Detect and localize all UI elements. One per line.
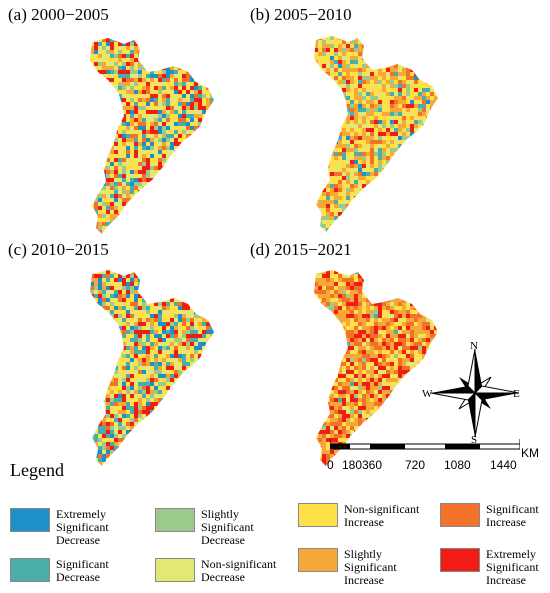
map-b-svg <box>314 36 438 232</box>
legend-swatch <box>155 558 195 582</box>
legend-swatch <box>10 558 50 582</box>
legend-label: Significant Increase <box>486 502 539 529</box>
panel-d-title: (d) 2015−2021 <box>250 240 352 259</box>
scale-tick-180: 180 <box>342 458 363 472</box>
scale-tick-0: 0 <box>327 458 334 472</box>
legend-label: Significant Decrease <box>56 557 109 584</box>
map-raster-cells <box>90 270 214 466</box>
scale-tick-360: 360 <box>362 458 383 472</box>
legend-label: Non-significant Increase <box>344 502 420 529</box>
legend-label: Slightly Significant Increase <box>344 547 397 587</box>
map-panel-a <box>78 30 223 235</box>
legend-item-slightly-significant-decrease: Slightly Significant Decrease <box>155 508 254 547</box>
scale-tick-1080: 1080 <box>444 458 471 472</box>
map-panel-b <box>302 28 447 233</box>
legend-item-significant-decrease: Significant Decrease <box>10 558 109 584</box>
scale-tick-720: 720 <box>405 458 426 472</box>
legend-label: Extremely Significant Decrease <box>56 507 109 547</box>
map-raster-cells <box>314 36 438 232</box>
legend-title: Legend <box>10 460 64 480</box>
compass-n-label: N <box>470 340 478 352</box>
legend-label: Extremely Significant Increase <box>486 547 539 587</box>
map-c-svg <box>90 270 214 466</box>
map-raster-cells <box>90 38 214 234</box>
legend-label: Non-significant Decrease <box>201 557 277 584</box>
panel-c-title: (c) 2010−2015 <box>8 240 109 259</box>
north-arrow-compass <box>422 340 528 451</box>
map-a-svg <box>90 38 214 234</box>
compass-w-label: W <box>422 388 433 400</box>
legend-item-extremely-significant-decrease: Extremely Significant Decrease <box>10 508 109 547</box>
legend-item-non-significant-increase: Non-significant Increase <box>298 503 419 529</box>
legend-swatch <box>440 503 480 527</box>
legend-item-extremely-significant-increase: Extremely Significant Increase <box>440 548 539 587</box>
legend-item-slightly-significant-increase: Slightly Significant Increase <box>298 548 397 587</box>
legend-swatch <box>298 548 338 572</box>
legend-swatch <box>155 508 195 532</box>
compass-e-label: E <box>513 388 520 400</box>
legend-item-significant-increase: Significant Increase <box>440 503 539 529</box>
legend-swatch <box>440 548 480 572</box>
map-panel-c <box>78 262 223 467</box>
legend-swatch <box>10 508 50 532</box>
scale-tick-1440: 1440 <box>490 458 517 472</box>
panel-a-title: (a) 2000−2005 <box>8 5 109 24</box>
panel-b-title: (b) 2005−2010 <box>250 5 352 24</box>
compass-s-label: S <box>471 434 478 446</box>
scale-unit: KM <box>521 446 539 460</box>
legend-label: Slightly Significant Decrease <box>201 507 254 547</box>
legend-swatch <box>298 503 338 527</box>
legend-item-non-significant-decrease: Non-significant Decrease <box>155 558 276 584</box>
scale-bar <box>329 436 521 459</box>
